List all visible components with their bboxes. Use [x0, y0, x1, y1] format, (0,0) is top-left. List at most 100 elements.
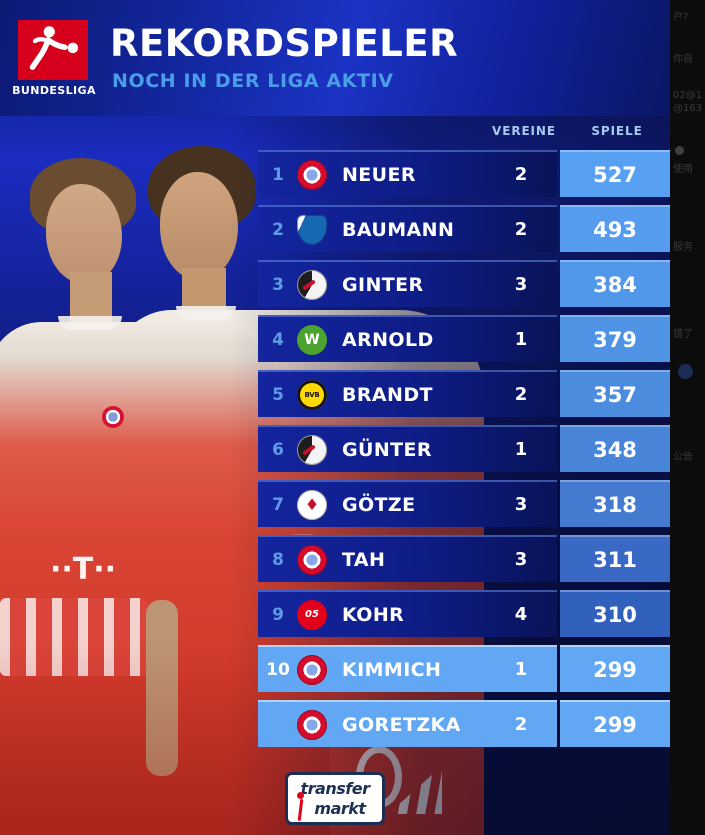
header-band: BUNDESLIGA REKORDSPIELER NOCH IN DER LIG… — [0, 0, 670, 116]
club-logo-icon — [297, 544, 327, 575]
avatar-dot — [678, 364, 693, 379]
ranking-table: VEREINE SPIELE 1 NEUER 2 527 2 BAUMANN 2… — [258, 116, 670, 755]
club-logo-icon — [297, 709, 327, 740]
row-main-cell: 2 BAUMANN 2 — [258, 205, 557, 252]
spiele-count: 384 — [560, 260, 670, 307]
scene-vignette — [0, 0, 670, 835]
row-main-cell: 4 ARNOLD 1 — [258, 315, 557, 362]
table-row: 1 NEUER 2 527 — [258, 150, 670, 197]
vereine-count: 2 — [514, 164, 528, 185]
spiele-count: 348 — [560, 425, 670, 472]
row-main-cell: 3 GINTER 3 — [258, 260, 557, 307]
vereine-count: 1 — [514, 659, 528, 680]
transfermarkt-logo: transfer markt — [285, 772, 385, 825]
player-name: BRANDT — [342, 383, 433, 406]
players-photo-background: ··T·· ··T·· — [0, 0, 670, 835]
vereine-count: 3 — [514, 494, 528, 515]
spiele-count: 527 — [560, 150, 670, 197]
table-row: 9 KOHR 4 310 — [258, 590, 670, 637]
rank-label: 4 — [272, 329, 284, 350]
row-main-cell: 5 BRANDT 2 — [258, 370, 557, 417]
table-row: 8 TAH 3 311 — [258, 535, 670, 582]
rank-label: 7 — [272, 494, 284, 515]
row-main-cell: 10 KIMMICH 1 — [258, 645, 557, 692]
column-headers: VEREINE SPIELE — [258, 116, 670, 150]
player-name: KIMMICH — [342, 658, 442, 681]
club-logo-icon — [297, 269, 327, 300]
player-name: GÖTZE — [342, 493, 416, 516]
player-name: GINTER — [342, 273, 424, 296]
table-rows: 1 NEUER 2 527 2 BAUMANN 2 493 3 GINTER 3 — [258, 150, 670, 747]
club-logo-icon — [297, 159, 327, 190]
rank-label: 5 — [272, 384, 284, 405]
club-logo-icon — [297, 599, 327, 630]
apple-logo-icon — [675, 146, 684, 155]
rank-label: 8 — [272, 549, 284, 570]
transfermarkt-text-top: transfer — [300, 779, 370, 798]
vereine-count: 1 — [514, 329, 528, 350]
table-row: 7 GÖTZE 3 318 — [258, 480, 670, 527]
player-name: GORETZKA — [342, 713, 461, 736]
spiele-count: 493 — [560, 205, 670, 252]
table-row: 5 BRANDT 2 357 — [258, 370, 670, 417]
club-logo-icon — [297, 489, 327, 520]
table-row: 3 GINTER 3 384 — [258, 260, 670, 307]
club-logo-icon — [297, 654, 327, 685]
spiele-count: 379 — [560, 315, 670, 362]
club-logo-icon — [297, 434, 327, 465]
rank-label: 6 — [272, 439, 284, 460]
spiele-count: 299 — [560, 645, 670, 692]
vereine-count: 2 — [514, 219, 528, 240]
vereine-count: 2 — [514, 384, 528, 405]
spiele-count: 311 — [560, 535, 670, 582]
table-row: 4 ARNOLD 1 379 — [258, 315, 670, 362]
player-name: TAH — [342, 548, 386, 571]
column-header-spiele: SPIELE — [591, 124, 643, 138]
side-strip-text-fragment: 02@1 — [673, 90, 703, 101]
club-logo-icon — [297, 214, 327, 245]
player-name: BAUMANN — [342, 218, 455, 241]
webpage-side-strip: 户? 你自 02@1 @163 使用 服务 错了 公告 — [670, 0, 705, 835]
player-name: ARNOLD — [342, 328, 434, 351]
spiele-count: 299 — [560, 700, 670, 747]
player-name: GÜNTER — [342, 438, 432, 461]
player-name: KOHR — [342, 603, 405, 626]
rank-label: 9 — [272, 604, 284, 625]
row-main-cell: 9 KOHR 4 — [258, 590, 557, 637]
side-strip-text-fragment: @163 — [673, 103, 703, 114]
side-strip-text-fragment: 服务 — [673, 242, 693, 253]
transfermarkt-text-bottom: markt — [314, 798, 366, 818]
rank-label: 10 — [266, 659, 290, 680]
row-main-cell: 7 GÖTZE 3 — [258, 480, 557, 527]
table-row: 6 GÜNTER 1 348 — [258, 425, 670, 472]
side-strip-text-fragment: 你自 — [673, 54, 693, 65]
vereine-count: 3 — [514, 274, 528, 295]
side-strip-text-fragment: 错了 — [673, 329, 693, 340]
row-main-cell: GORETZKA 2 — [258, 700, 557, 747]
rank-label: 1 — [272, 164, 284, 185]
row-main-cell: 1 NEUER 2 — [258, 150, 557, 197]
table-row: 10 KIMMICH 1 299 — [258, 645, 670, 692]
side-strip-text-fragment: 使用 — [673, 164, 693, 175]
column-header-vereine: VEREINE — [492, 124, 556, 138]
spiele-count: 357 — [560, 370, 670, 417]
row-main-cell: 8 TAH 3 — [258, 535, 557, 582]
vereine-count: 2 — [514, 714, 528, 735]
rank-label: 3 — [272, 274, 284, 295]
vereine-count: 3 — [514, 549, 528, 570]
page-subtitle: NOCH IN DER LIGA AKTIV — [112, 70, 394, 92]
transfermarkt-figure-icon — [295, 792, 305, 822]
page-title: REKORDSPIELER — [110, 22, 459, 65]
club-logo-icon — [297, 379, 327, 410]
bundesliga-logo — [18, 20, 88, 80]
vereine-count: 4 — [514, 604, 528, 625]
bundesliga-wordmark: BUNDESLIGA — [12, 84, 96, 97]
rank-label: 2 — [272, 219, 284, 240]
spiele-count: 318 — [560, 480, 670, 527]
row-main-cell: 6 GÜNTER 1 — [258, 425, 557, 472]
side-strip-text-fragment: 户? — [673, 12, 689, 23]
bundesliga-kicker-icon — [29, 26, 79, 70]
spiele-count: 310 — [560, 590, 670, 637]
table-row: 2 BAUMANN 2 493 — [258, 205, 670, 252]
